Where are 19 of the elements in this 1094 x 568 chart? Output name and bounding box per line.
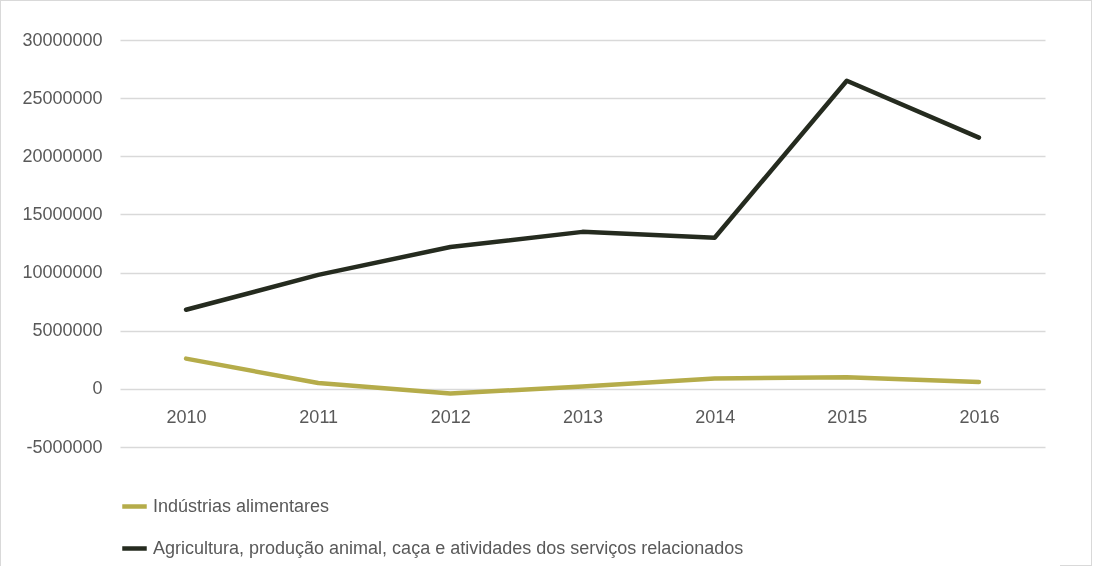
legend-label: Agricultura, produção animal, caça e atividades dos serviços relacionados <box>153 537 744 558</box>
y-tick-label: 25000000 <box>22 87 103 108</box>
y-tick-label: -5000000 <box>26 436 103 457</box>
x-tick-label: 2014 <box>695 407 736 428</box>
legend-label: Indústrias alimentares <box>153 495 330 516</box>
y-tick-label: 20000000 <box>22 145 103 166</box>
line-series <box>183 356 982 396</box>
x-tick-label: 2013 <box>562 407 604 428</box>
y-tick-label: 30000000 <box>22 29 103 50</box>
line-series <box>183 78 982 313</box>
x-tick-label: 2012 <box>430 407 471 428</box>
x-tick-label: 2011 <box>299 407 339 428</box>
y-tick-label: 0 <box>92 378 103 399</box>
x-tick-label: 2015 <box>827 407 868 428</box>
x-tick-label: 2016 <box>959 407 1000 428</box>
x-tick-label: 2010 <box>166 407 207 428</box>
y-tick-label: 15000000 <box>22 203 103 224</box>
y-tick-label: 5000000 <box>32 320 103 341</box>
y-tick-label: 10000000 <box>22 262 103 283</box>
